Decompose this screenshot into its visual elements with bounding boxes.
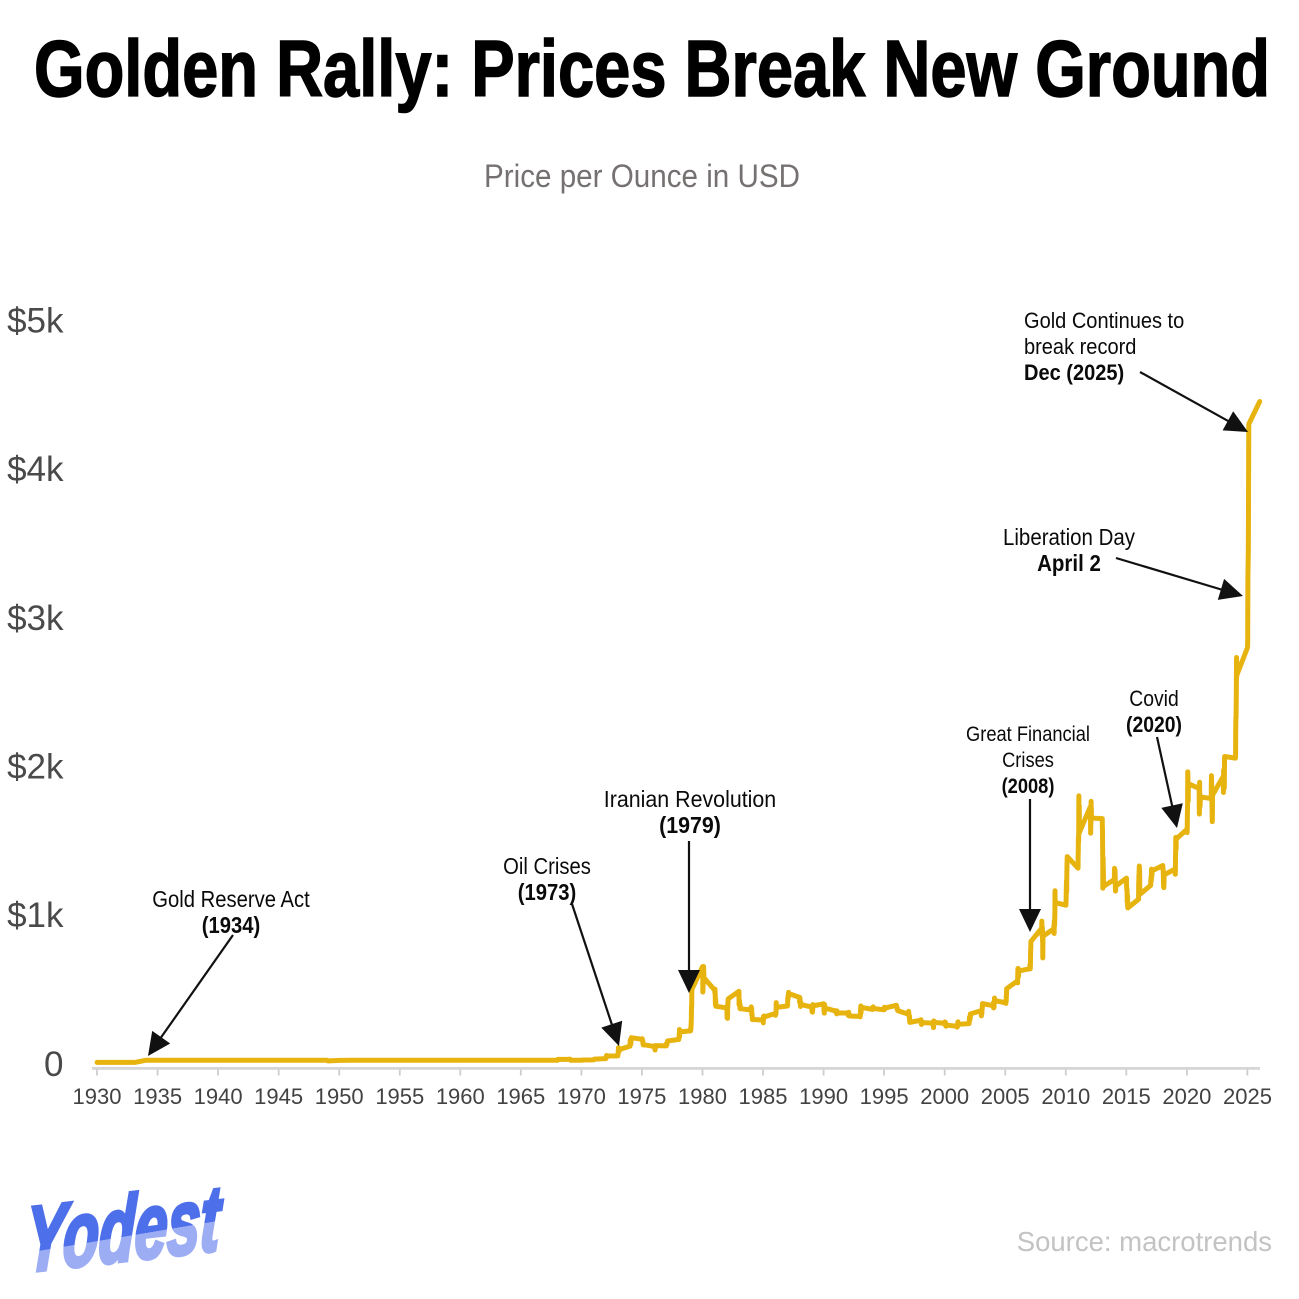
svg-text:0: 0 — [44, 1045, 63, 1084]
svg-text:1990: 1990 — [799, 1084, 848, 1109]
svg-text:Source: macrotrends: Source: macrotrends — [1017, 1226, 1272, 1257]
svg-text:1940: 1940 — [194, 1084, 243, 1109]
svg-text:1985: 1985 — [739, 1084, 788, 1109]
svg-text:2005: 2005 — [981, 1084, 1030, 1109]
svg-text:1945: 1945 — [254, 1084, 303, 1109]
svg-text:2025: 2025 — [1223, 1084, 1272, 1109]
svg-text:1980: 1980 — [678, 1084, 727, 1109]
svg-text:2010: 2010 — [1041, 1084, 1090, 1109]
svg-text:2000: 2000 — [920, 1084, 969, 1109]
svg-text:Golden Rally: Prices Break New: Golden Rally: Prices Break New Ground — [34, 24, 1270, 113]
svg-text:1960: 1960 — [436, 1084, 485, 1109]
svg-text:1995: 1995 — [860, 1084, 909, 1109]
svg-text:$2k: $2k — [7, 748, 64, 787]
svg-text:1955: 1955 — [375, 1084, 424, 1109]
svg-text:1930: 1930 — [73, 1084, 122, 1109]
svg-text:1935: 1935 — [133, 1084, 182, 1109]
svg-text:$1k: $1k — [7, 896, 64, 935]
svg-text:1970: 1970 — [557, 1084, 606, 1109]
svg-text:2020: 2020 — [1162, 1084, 1211, 1109]
svg-text:$3k: $3k — [7, 599, 64, 638]
svg-text:2015: 2015 — [1102, 1084, 1151, 1109]
svg-text:$4k: $4k — [7, 450, 64, 489]
svg-text:Price per Ounce in USD: Price per Ounce in USD — [484, 158, 800, 194]
svg-text:1965: 1965 — [496, 1084, 545, 1109]
svg-text:Yodest: Yodest — [24, 1165, 224, 1292]
svg-text:1950: 1950 — [315, 1084, 364, 1109]
svg-text:1975: 1975 — [617, 1084, 666, 1109]
svg-text:$5k: $5k — [7, 301, 64, 340]
